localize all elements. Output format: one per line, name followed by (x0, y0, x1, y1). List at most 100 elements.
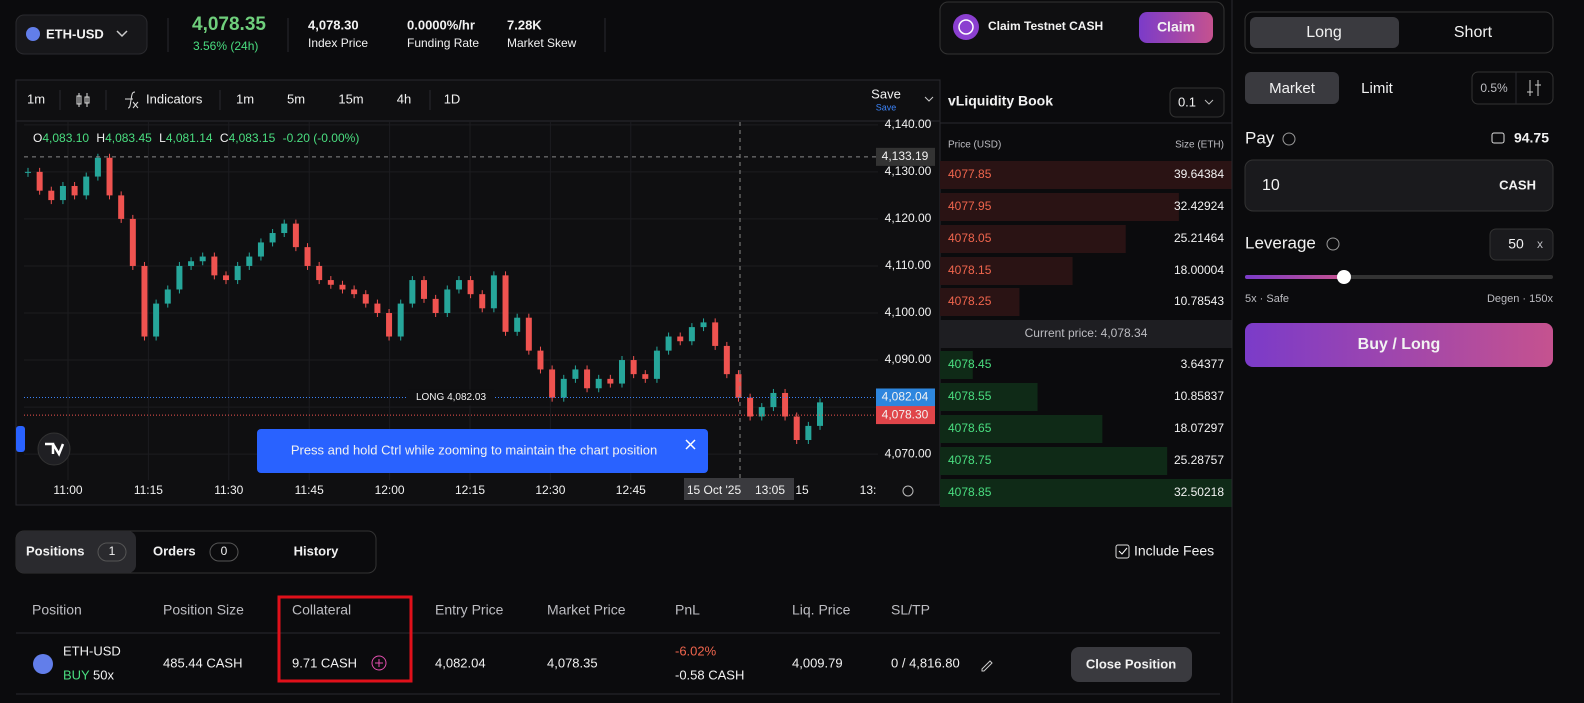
order-type-active[interactable] (1245, 72, 1339, 104)
candle (316, 265, 323, 281)
submit-button[interactable] (1245, 323, 1553, 367)
stat-value: 4,078.30 (308, 17, 359, 32)
y-tick-label: 4,070.00 (885, 446, 932, 460)
candle (421, 280, 427, 299)
o-label: O (33, 131, 42, 145)
candle (36, 171, 43, 191)
x-tick-label: 15 (795, 483, 809, 497)
legend-change: -0.20 (-0.00%) (283, 131, 360, 145)
chevron[interactable] (924, 96, 934, 102)
candle (223, 275, 229, 281)
column-header: Entry Price (435, 602, 504, 618)
side-tab[interactable]: Short (1454, 24, 1493, 41)
book-size: 32.42924 (1174, 199, 1224, 213)
add-collateral[interactable] (371, 655, 387, 671)
entry-badge-box (876, 388, 935, 407)
depth-bar (940, 193, 1179, 221)
collateral: 9.71 CASH (292, 655, 357, 670)
depth-bar (940, 257, 1073, 285)
book-price: 4078.45 (948, 357, 992, 371)
entry-price: 4,082.04 (435, 655, 486, 670)
step: 0.1 (1178, 94, 1196, 109)
close-button[interactable] (1071, 647, 1192, 682)
indicator-icon[interactable] (125, 91, 139, 109)
toolbar-item[interactable]: 15m (338, 91, 363, 106)
candle (211, 256, 218, 276)
toolbar-item[interactable]: 4h (397, 91, 411, 106)
candle (677, 336, 684, 342)
tab-count: 1 (109, 544, 116, 558)
mark-badge: 4,078.30 (882, 407, 929, 421)
book-price: 4077.85 (948, 167, 992, 181)
book-price: 4078.05 (948, 231, 992, 245)
tab[interactable]: Orders (153, 543, 196, 558)
y-tick-label: 4,110.00 (885, 258, 931, 272)
x-tick-label: 11:30 (214, 483, 243, 497)
symbol-selector[interactable] (15, 14, 148, 55)
side-tabs (1244, 11, 1554, 54)
order-type[interactable]: Limit (1361, 80, 1394, 97)
toolbar-item[interactable]: 5m (287, 91, 305, 106)
chevron (1204, 99, 1214, 105)
toolbar-item[interactable]: 1D (444, 91, 461, 106)
candle (25, 171, 31, 173)
crosshair-price-box (876, 147, 935, 166)
pay-unit: CASH (1499, 177, 1536, 192)
side-tab[interactable] (16, 426, 25, 452)
settings-icon[interactable] (902, 485, 914, 497)
checkbox[interactable] (1115, 544, 1130, 559)
market-price: 4,078.35 (547, 655, 598, 670)
column-header: Position (32, 602, 82, 618)
position-label-bg (408, 389, 494, 406)
book-price: 4078.65 (948, 421, 992, 435)
toolbar-item[interactable]: Indicators (146, 91, 203, 106)
o-value: 4,083.10 (42, 131, 89, 145)
leverage: 50 (1508, 236, 1524, 252)
c-value: 4,083.15 (229, 131, 276, 145)
side-tab-active[interactable] (1250, 17, 1399, 48)
count-badge (209, 542, 239, 562)
candle (176, 265, 183, 290)
column-header: SL/TP (891, 602, 930, 618)
claim-button[interactable] (1139, 12, 1213, 43)
candle (770, 392, 777, 408)
edit-icon[interactable] (981, 660, 993, 672)
pay-input[interactable] (1244, 159, 1554, 212)
toolbar-item[interactable]: 1m (236, 91, 254, 106)
column-header: PnL (675, 602, 700, 618)
book-price: 4078.25 (948, 294, 992, 308)
depth-bar (940, 351, 973, 379)
candle (129, 218, 136, 266)
candle (292, 223, 299, 248)
candle (793, 416, 800, 441)
side-tab[interactable]: Long (1306, 24, 1342, 41)
candle-type-icon[interactable] (76, 93, 90, 107)
depth-bar (940, 288, 1020, 316)
candle (351, 289, 358, 295)
tab[interactable]: History (294, 543, 340, 558)
wallet-icon (1491, 132, 1505, 144)
y-tick-label: 4,090.00 (885, 352, 932, 366)
tab[interactable]: Positions (26, 543, 85, 558)
mark-badge-box (876, 406, 935, 425)
candle (257, 242, 264, 257)
slider-thumb[interactable] (1337, 270, 1351, 284)
include-fees[interactable]: Include Fees (1134, 543, 1214, 559)
tab-active[interactable] (16, 531, 136, 573)
y-tick-label: 4,120.00 (885, 211, 932, 225)
save[interactable]: Save (871, 86, 901, 101)
leverage-input[interactable] (1489, 228, 1554, 261)
toolbar-item[interactable]: 1m (27, 91, 45, 106)
candle (94, 157, 101, 177)
slippage-box[interactable] (1471, 71, 1554, 105)
stat-label: Index Price (308, 36, 368, 50)
candle (467, 280, 474, 295)
order-type[interactable]: Market (1269, 80, 1316, 97)
toast-close[interactable] (685, 439, 696, 450)
step-selector[interactable] (1169, 87, 1225, 118)
toast (257, 429, 708, 473)
candle (374, 303, 381, 313)
candle (549, 369, 556, 398)
settings-icon[interactable] (1527, 80, 1541, 96)
min-label: 5x · Safe (1245, 293, 1289, 305)
